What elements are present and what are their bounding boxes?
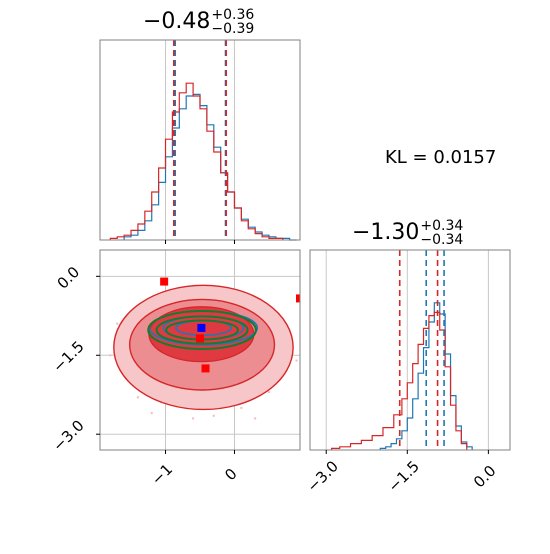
hist-y-panel: −3.0 −1.5 0.0 [303,249,511,496]
hist-y-series-1 [331,311,468,450]
joint-scatter-point-14 [136,396,139,399]
hist-x-title-plus: +0.36 [211,7,255,23]
joint-scatter-point-16 [109,354,112,357]
joint-y-tick-label-0: 0.0 [54,263,84,293]
joint-frame [99,249,301,451]
hist-x-series-1 [109,82,284,240]
joint-x-tick-label-0: −1 [148,460,176,488]
joint-y-tick-label-1: −1.5 [49,337,87,375]
joint-scatter-point-18 [150,412,153,415]
hist-x-series-0 [123,93,297,241]
joint-marker-2 [197,323,206,332]
joint-scatter-point-17 [295,359,298,362]
joint-green-contour-0 [147,310,257,350]
joint-green-contour-1 [155,315,249,345]
hist-y-title-value: −1.30 [352,220,420,245]
hist-y-title: −1.30 +0.34 −0.34 [352,219,463,247]
joint-scatter-point-11 [116,322,119,325]
joint-scatter-point-10 [267,391,270,394]
hist-x-title: −0.48 +0.36 −0.39 [143,8,254,36]
joint-marker-4 [201,364,210,373]
joint-scatter-point-15 [254,417,257,420]
hist-x-frame [99,39,301,241]
hist-y-tick-label-2: 0.0 [470,462,500,492]
joint-scatter-point-19 [212,414,215,417]
hist-y-title-plus: +0.34 [420,218,464,234]
joint-plot-area [100,250,300,450]
hist-x-title-value: −0.48 [143,9,211,34]
kl-annotation: KL = 0.0157 [385,147,497,168]
hist-y-tick-label-0: −3.0 [303,457,341,495]
hist-x-panel [99,39,301,244]
joint-marker-3 [196,334,204,343]
joint-contour-panel: −1 0 0.0 −1.5 −3.0 [49,249,301,489]
joint-scatter-point-13 [192,417,195,420]
joint-x-tick-label-1: 0 [221,465,240,484]
hist-y-series-0 [379,302,473,450]
hist-y-tick-label-1: −1.5 [385,457,423,495]
hist-y-frame [309,249,511,451]
joint-marker-0 [160,277,169,286]
hist-y-title-minus: −0.34 [420,232,464,248]
joint-scatter-point-5 [240,406,243,409]
hist-x-title-minus: −0.39 [211,21,255,37]
joint-y-tick-label-2: −3.0 [49,416,87,454]
joint-marker-1 [296,294,300,303]
